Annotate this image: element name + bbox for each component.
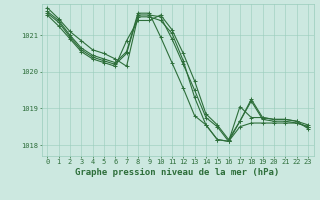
X-axis label: Graphe pression niveau de la mer (hPa): Graphe pression niveau de la mer (hPa) xyxy=(76,168,280,177)
